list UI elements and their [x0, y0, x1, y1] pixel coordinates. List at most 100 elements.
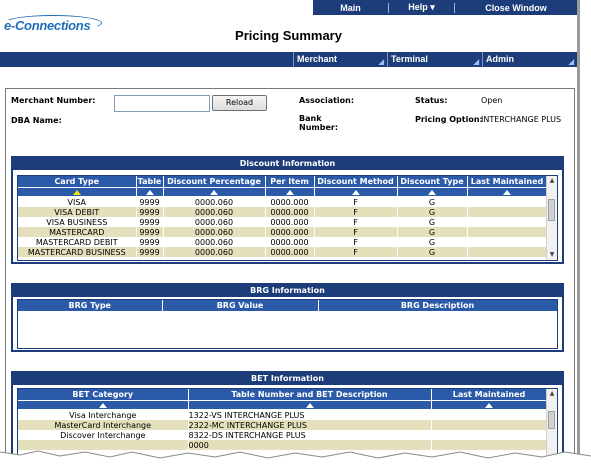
sort-icon	[210, 189, 218, 195]
nav-main-link[interactable]: Main	[340, 2, 361, 13]
sort-last-maintained[interactable]	[467, 187, 548, 197]
table-cell: 9999	[136, 237, 164, 247]
discount-section-title: Discount Information	[13, 158, 562, 171]
scroll-thumb[interactable]	[548, 199, 555, 221]
torn-edge	[0, 450, 591, 468]
chevron-down-icon: ◢	[473, 59, 479, 66]
sort-icon	[305, 402, 314, 408]
table-row[interactable]: MASTERCARD BUSINESS 9999 0000.060 0000.000 F…	[18, 247, 548, 257]
bet-scrollbar[interactable]: ▲	[546, 389, 557, 458]
table-cell: F	[314, 207, 398, 217]
merchant-number-label: Merchant Number:	[11, 96, 96, 105]
table-cell: MASTERCARD	[18, 227, 137, 237]
table-cell: 0000.000	[265, 196, 315, 207]
sort-discount-type[interactable]	[397, 187, 468, 197]
table-cell: MASTERCARD BUSINESS	[18, 247, 137, 257]
col-brg-type[interactable]: BRG Type	[18, 300, 163, 312]
table-cell	[467, 196, 548, 207]
bet-table-body: Visa Interchange 1322-VS INTERCHANGE PLUS…	[18, 409, 548, 450]
scroll-down-icon[interactable]: ▼	[549, 251, 555, 258]
table-cell	[431, 420, 548, 430]
col-last-maintained[interactable]: Last Maintained	[467, 176, 548, 188]
discount-header-row: Card Type Table Discount Percentage Per …	[18, 176, 548, 188]
bank-number-label: Bank Number:	[299, 114, 338, 132]
logo-swoosh-icon	[4, 15, 102, 31]
table-row[interactable]: VISA BUSINESS 9999 0000.060 0000.000 F G	[18, 217, 548, 227]
table-cell: 9999	[136, 227, 164, 237]
table-cell	[467, 247, 548, 257]
sort-per-item[interactable]	[265, 187, 315, 197]
app-window: Main Help ▾ Close Window e-Connections P…	[0, 0, 580, 458]
page-title: Pricing Summary	[235, 28, 342, 43]
sort-discount-percentage[interactable]	[163, 187, 266, 197]
sort-bet-description[interactable]	[188, 400, 432, 410]
col-discount-percentage[interactable]: Discount Percentage	[163, 176, 266, 188]
table-cell: 0000.060	[163, 217, 266, 227]
table-cell: G	[397, 247, 468, 257]
bet-section: BET Information BET Category Table Numbe…	[11, 371, 564, 458]
col-table[interactable]: Table	[136, 176, 164, 188]
sort-table[interactable]	[136, 187, 164, 197]
table-cell: 0000	[188, 440, 432, 450]
sort-discount-method[interactable]	[314, 187, 398, 197]
discount-table: Card Type Table Discount Percentage Per …	[18, 176, 548, 257]
table-cell	[467, 227, 548, 237]
col-discount-type[interactable]: Discount Type	[397, 176, 468, 188]
pricing-option-value: INTERCHANGE PLUS	[481, 115, 562, 124]
discount-section: Discount Information Card Type Table Dis…	[11, 156, 564, 264]
nav-help-menu[interactable]: Help ▾	[389, 2, 454, 13]
col-bet-last-maintained[interactable]: Last Maintained	[431, 389, 548, 401]
scroll-up-icon[interactable]: ▲	[549, 390, 555, 397]
sort-icon	[145, 189, 154, 195]
col-bet-description[interactable]: Table Number and BET Description	[188, 389, 432, 401]
sort-bet-last-maintained[interactable]	[431, 400, 548, 410]
table-row[interactable]: VISA 9999 0000.060 0000.000 F G	[18, 196, 548, 207]
menu-admin[interactable]: Admin ◢	[482, 52, 577, 67]
table-row[interactable]: VISA DEBIT 9999 0000.060 0000.000 F G	[18, 207, 548, 217]
table-row[interactable]: Visa Interchange 1322-VS INTERCHANGE PLUS	[18, 409, 548, 420]
col-brg-description[interactable]: BRG Description	[318, 300, 557, 312]
scroll-up-icon[interactable]: ▲	[549, 177, 555, 184]
table-row[interactable]: MASTERCARD DEBIT 9999 0000.060 0000.000 F G	[18, 237, 548, 247]
scroll-thumb[interactable]	[548, 411, 555, 429]
discount-scrollbar[interactable]: ▲ ▼	[546, 176, 557, 260]
table-cell: 0000.060	[163, 196, 266, 207]
menu-terminal[interactable]: Terminal ◢	[387, 52, 482, 67]
reload-button[interactable]: Reload	[212, 95, 267, 111]
col-card-type[interactable]: Card Type	[18, 176, 137, 188]
col-brg-value[interactable]: BRG Value	[162, 300, 319, 312]
logo: e-Connections	[4, 15, 102, 33]
table-cell: 0000.000	[265, 217, 315, 227]
table-row[interactable]: MasterCard Interchange 2322-MC INTERCHANG…	[18, 420, 548, 430]
table-cell: 0000.000	[265, 247, 315, 257]
table-cell: G	[397, 196, 468, 207]
table-cell: 0000.000	[265, 207, 315, 217]
bank-label-line2: Number:	[299, 123, 339, 132]
main-menu-bar: Merchant ◢ Terminal ◢ Admin ◢	[0, 52, 577, 67]
table-cell: 9999	[136, 217, 164, 227]
sort-card-type[interactable]	[18, 187, 137, 197]
col-per-item[interactable]: Per Item	[265, 176, 315, 188]
top-nav: Main Help ▾ Close Window	[313, 0, 577, 15]
table-cell: F	[314, 247, 398, 257]
table-cell: F	[314, 237, 398, 247]
table-cell: 0000.060	[163, 207, 266, 217]
table-cell	[431, 430, 548, 440]
table-row[interactable]: Discover Interchange 8322-DS INTERCHANGE …	[18, 430, 548, 440]
merchant-number-input[interactable]	[114, 95, 210, 112]
sort-icon	[351, 189, 360, 195]
table-cell: 0000.000	[265, 237, 315, 247]
nav-divider	[454, 2, 455, 13]
table-cell: 1322-VS INTERCHANGE PLUS	[188, 409, 432, 420]
table-cell: VISA BUSINESS	[18, 217, 137, 227]
table-cell: F	[314, 227, 398, 237]
table-row[interactable]: MASTERCARD 9999 0000.060 0000.000 F G	[18, 227, 548, 237]
table-cell	[18, 440, 189, 450]
col-discount-method[interactable]: Discount Method	[314, 176, 398, 188]
menu-merchant[interactable]: Merchant ◢	[293, 52, 387, 67]
brg-section: BRG Information BRG Type BRG Value BRG D…	[11, 283, 564, 352]
sort-icon	[485, 402, 493, 408]
close-window-link[interactable]: Close Window	[485, 2, 547, 13]
col-bet-category[interactable]: BET Category	[18, 389, 189, 401]
sort-bet-category[interactable]	[18, 400, 189, 410]
